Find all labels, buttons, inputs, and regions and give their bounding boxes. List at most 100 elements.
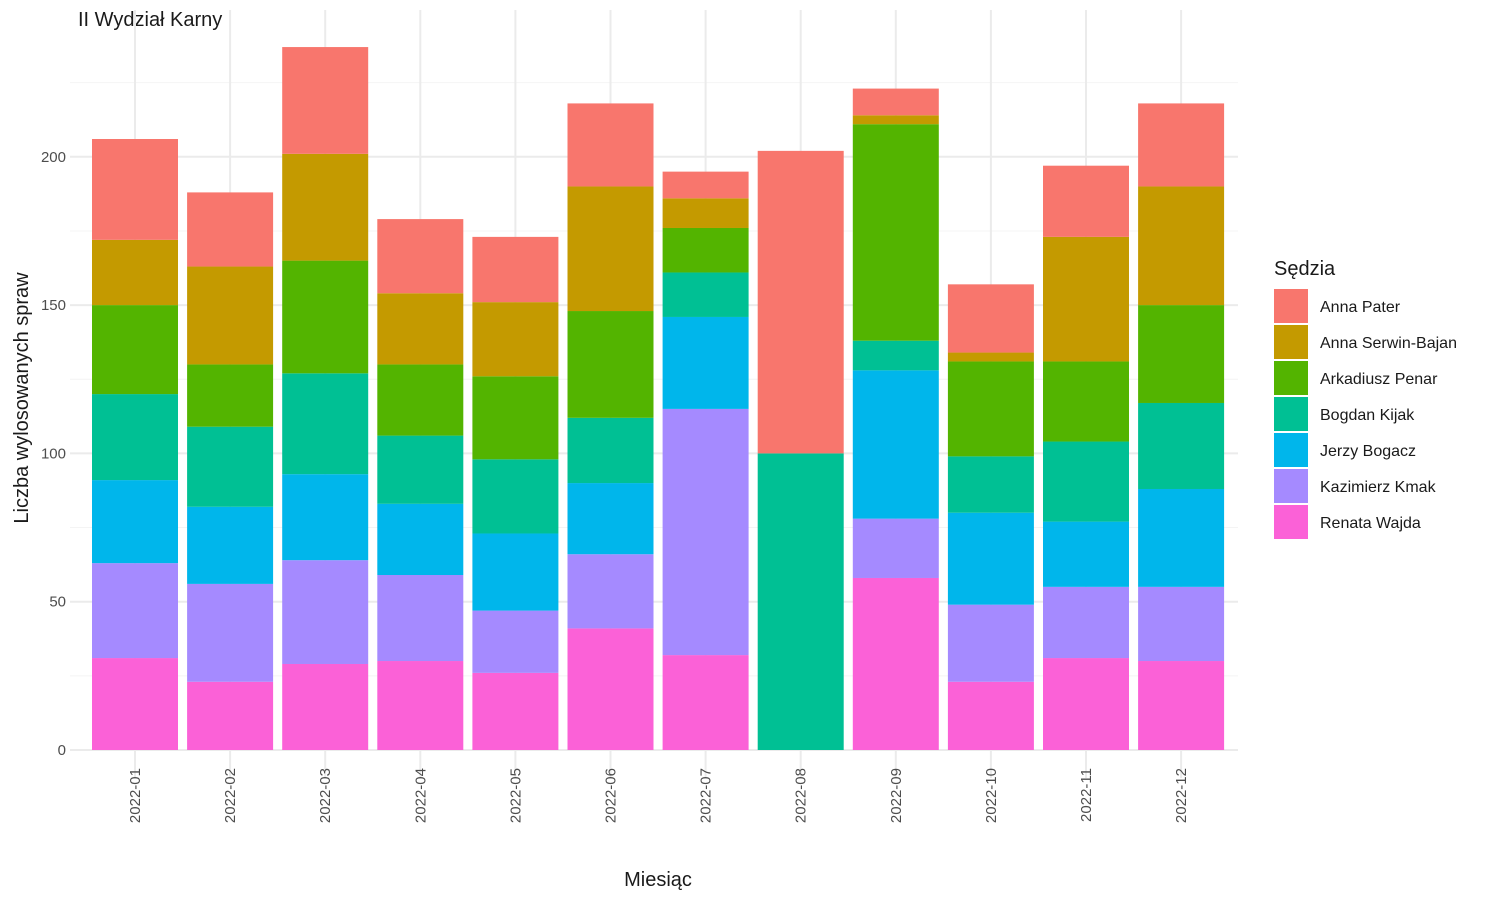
y-tick-label: 200 — [41, 149, 66, 166]
x-tick-label: 2022-06 — [603, 768, 620, 823]
y-tick-label: 100 — [41, 445, 66, 462]
y-tick-label: 50 — [49, 594, 66, 611]
y-axis-title: Liczba wylosowanych spraw — [11, 272, 33, 524]
y-tick-label: 0 — [58, 742, 66, 759]
legend-swatch — [1274, 361, 1308, 395]
bar-segment — [662, 316, 749, 409]
bar-segment — [947, 456, 1034, 513]
bar-segment — [187, 681, 274, 750]
x-tick-label: 2022-05 — [507, 768, 524, 823]
bar-segment — [1138, 103, 1225, 187]
bar-segment — [1138, 402, 1225, 489]
bar-segment — [947, 604, 1034, 682]
legend-label: Arkadiusz Penar — [1320, 371, 1438, 388]
bar-segment — [187, 426, 274, 507]
legend-items: Anna Pater Anna Serwin-Bajan Arkadiusz Pen… — [1274, 289, 1457, 539]
bar-segment — [947, 512, 1034, 605]
bar-segment — [187, 364, 274, 427]
bar-segment — [567, 103, 654, 187]
x-tick-label: 2022-08 — [793, 768, 810, 823]
bar-segment — [377, 219, 464, 294]
bar-segment — [852, 518, 939, 578]
legend-swatch — [1274, 469, 1308, 503]
bar-segment — [377, 364, 464, 436]
legend-label: Jerzy Bogacz — [1320, 443, 1416, 460]
legend-swatch — [1274, 397, 1308, 431]
bar-segment — [472, 376, 559, 460]
bar-segment — [662, 227, 749, 273]
bar-segment — [472, 459, 559, 534]
bar-segment — [282, 153, 369, 261]
bar-segment — [282, 260, 369, 374]
bar-segment — [947, 681, 1034, 750]
bar-segment — [92, 480, 178, 564]
bar-segment — [187, 192, 274, 267]
bar-segment — [567, 554, 654, 629]
x-tick-label: 2022-07 — [698, 768, 715, 823]
bar-segment — [1043, 658, 1129, 750]
bar-segment — [757, 150, 844, 454]
bar-segment — [92, 239, 178, 306]
x-tick-label: 2022-09 — [888, 768, 905, 823]
x-tick-label: 2022-11 — [1078, 768, 1095, 822]
bar-segment — [92, 394, 178, 481]
bar-segment — [567, 628, 654, 750]
bar-segment — [947, 361, 1034, 457]
bar-segment — [852, 577, 939, 750]
bar-segment — [92, 139, 178, 240]
bar-segment — [852, 370, 939, 519]
bar-segment — [187, 506, 274, 584]
bar-segment — [757, 453, 844, 750]
bar-segment — [1138, 305, 1225, 403]
x-tick-label: 2022-10 — [983, 768, 1000, 823]
bar-segment — [1043, 361, 1129, 442]
bar-segment — [852, 115, 939, 125]
chart-title: II Wydział Karny — [78, 9, 222, 31]
bar-segment — [377, 575, 464, 662]
x-tick-label: 2022-02 — [222, 768, 239, 823]
bar-segment — [662, 272, 749, 317]
x-tick-label: 2022-04 — [412, 768, 429, 823]
legend-label: Kazimierz Kmak — [1320, 479, 1437, 496]
bar-segment — [1138, 186, 1225, 306]
y-axis-ticks: 0 50 100 150 200 — [41, 149, 66, 759]
bar-segment — [567, 483, 654, 555]
bar-segment — [1138, 661, 1225, 750]
bar-segment — [947, 352, 1034, 362]
bar-segment — [282, 663, 369, 750]
bar-segment — [852, 340, 939, 371]
bar-segment — [472, 672, 559, 750]
bar-segment — [472, 610, 559, 673]
x-tick-label: 2022-01 — [127, 768, 144, 823]
bar-segment — [662, 655, 749, 750]
bar-segment — [947, 284, 1034, 353]
bar-segment — [852, 124, 939, 341]
legend-label: Renata Wajda — [1320, 515, 1421, 532]
bar-segment — [377, 435, 464, 504]
bar-segment — [377, 661, 464, 750]
bar-segment — [377, 293, 464, 365]
legend-swatch — [1274, 433, 1308, 467]
legend-label: Anna Pater — [1320, 299, 1401, 316]
bar-segment — [1043, 236, 1129, 362]
x-tick-label: 2022-12 — [1173, 768, 1190, 823]
bar-segment — [92, 563, 178, 659]
bar-segment — [377, 503, 464, 576]
bar-segment — [282, 373, 369, 475]
bar-segment — [1043, 441, 1129, 522]
bar-segment — [662, 198, 749, 228]
legend-swatch — [1274, 505, 1308, 539]
bar-segment — [567, 417, 654, 484]
bar-segment — [92, 305, 178, 395]
legend-title: Sędzia — [1274, 258, 1336, 280]
bar-segment — [187, 266, 274, 365]
x-tick-label: 2022-03 — [317, 768, 334, 823]
bar-segment — [1043, 586, 1129, 659]
bar-segment — [1138, 488, 1225, 587]
bar-segment — [662, 171, 749, 199]
bar-segment — [472, 236, 559, 303]
bar-segment — [1138, 586, 1225, 662]
bar-segment — [662, 408, 749, 656]
bar-segment — [567, 311, 654, 418]
